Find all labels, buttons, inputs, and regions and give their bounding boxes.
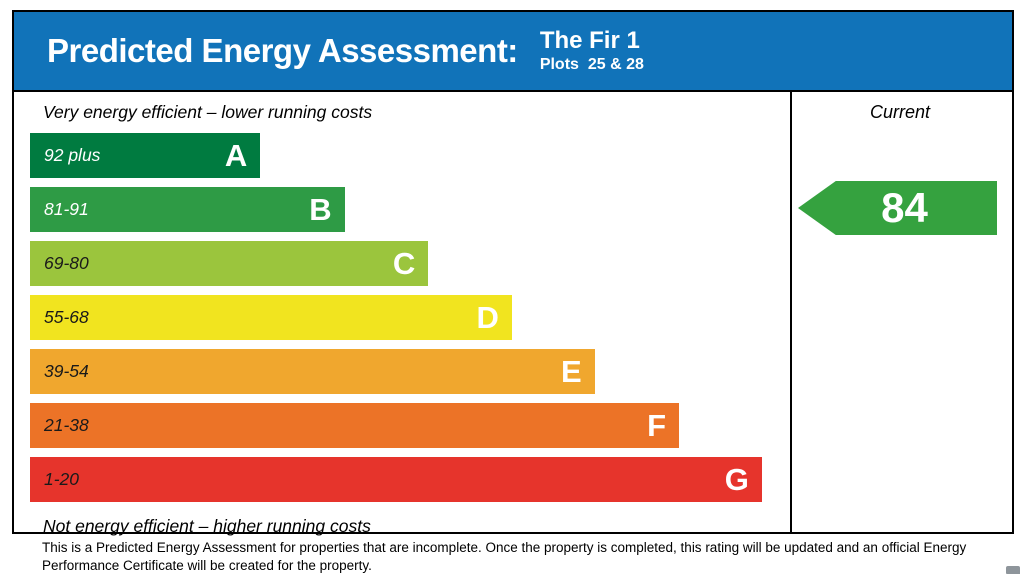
band-c-bar: 69-80 C [30, 241, 429, 286]
band-row: 39-54 E [30, 349, 790, 403]
header-banner: Predicted Energy Assessment: The Fir 1 P… [14, 12, 1012, 92]
plots-label: Plots 25 & 28 [539, 55, 644, 73]
band-letter: B [309, 192, 332, 227]
band-row: 55-68 D [30, 295, 790, 349]
bands-panel: Very energy efficient – lower running co… [14, 92, 790, 536]
band-letter: D [476, 300, 499, 335]
disclaimer-text: This is a Predicted Energy Assessment fo… [42, 540, 967, 574]
band-f-bar: 21-38 F [30, 403, 680, 448]
band-d-bar: 55-68 D [30, 295, 512, 340]
band-letter: G [724, 462, 749, 497]
current-rating-arrow: 84 [798, 181, 997, 235]
current-rating-column: Current 84 [790, 92, 1008, 532]
band-range-label: 81-91 [44, 199, 89, 219]
epc-certificate-frame: Predicted Energy Assessment: The Fir 1 P… [12, 10, 1014, 536]
band-b-bar: 81-91 B [30, 187, 345, 232]
property-subtitle: The Fir 1 Plots 25 & 28 [539, 27, 644, 74]
property-name: The Fir 1 [539, 27, 640, 55]
band-e-bar: 39-54 E [30, 349, 595, 394]
band-letter: E [560, 354, 582, 389]
band-range-label: 69-80 [44, 253, 89, 273]
current-rating-value: 84 [881, 184, 928, 231]
band-a-bar: 92 plus A [30, 133, 261, 178]
top-caption: Very energy efficient – lower running co… [43, 102, 373, 122]
bottom-caption: Not energy efficient – higher running co… [43, 516, 371, 536]
band-list: 92 plus A 81-91 B 69-80 C 55-68 D 39-54 … [30, 133, 790, 511]
current-column-header: Current [869, 102, 931, 122]
band-g-bar: 1-20 G [30, 457, 762, 502]
band-row: 81-91 B [30, 187, 790, 241]
band-row: 69-80 C [30, 241, 790, 295]
band-range-label: 21-38 [44, 415, 89, 435]
band-range-label: 55-68 [44, 307, 89, 327]
band-letter: F [647, 408, 667, 443]
band-letter: C [392, 246, 416, 281]
band-row: 21-38 F [30, 403, 790, 457]
band-letter: A [224, 138, 248, 173]
page-title: Predicted Energy Assessment: [47, 32, 518, 69]
band-row: 1-20 G [30, 457, 790, 511]
band-range-label: 1-20 [44, 469, 80, 489]
band-row: 92 plus A [30, 133, 790, 187]
corner-artifact [1006, 566, 1020, 574]
band-range-label: 39-54 [44, 361, 89, 381]
rating-chart: Very energy efficient – lower running co… [14, 92, 1012, 536]
band-range-label: 92 plus [44, 145, 101, 165]
